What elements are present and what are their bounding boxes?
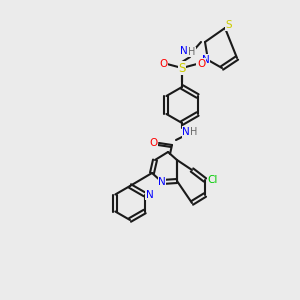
Text: S: S xyxy=(178,61,186,74)
Text: H: H xyxy=(190,127,198,137)
Text: H: H xyxy=(188,47,196,57)
Text: Cl: Cl xyxy=(208,175,218,185)
Text: N: N xyxy=(180,46,188,56)
Text: N: N xyxy=(202,55,210,65)
Text: N: N xyxy=(146,190,154,200)
Text: O: O xyxy=(149,138,157,148)
Text: N: N xyxy=(182,127,190,137)
Text: N: N xyxy=(158,177,166,187)
Text: S: S xyxy=(226,20,232,30)
Text: O: O xyxy=(159,59,167,69)
Text: O: O xyxy=(197,59,205,69)
